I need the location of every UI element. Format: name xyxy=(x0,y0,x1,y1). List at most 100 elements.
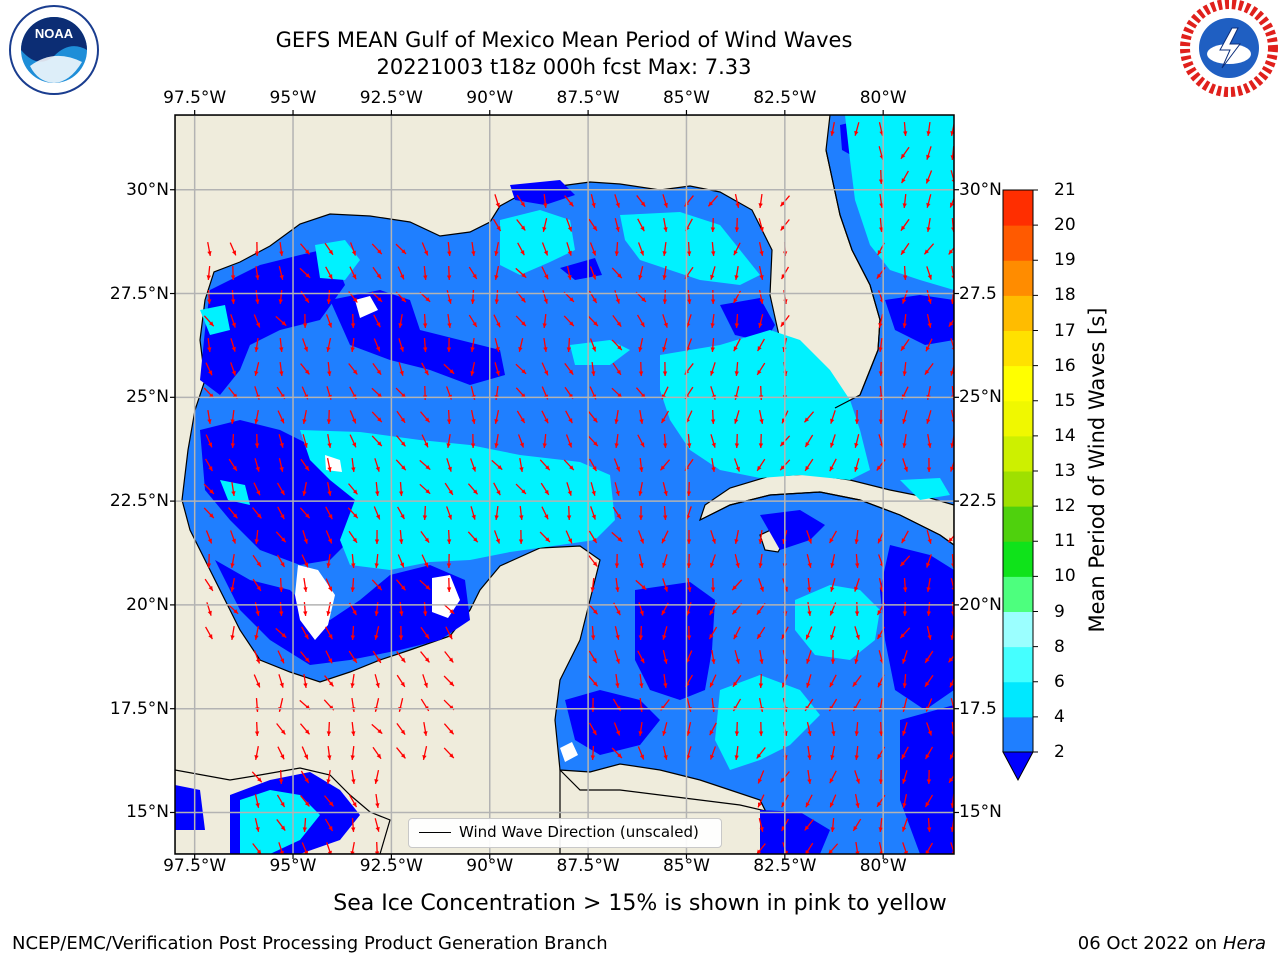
wave-arrow xyxy=(326,289,332,305)
wave-arrow xyxy=(830,410,836,424)
wave-arrow xyxy=(372,650,382,664)
colorbar-tick-label: 6 xyxy=(1054,671,1065,692)
wave-arrow xyxy=(903,121,908,137)
wave-arrow xyxy=(878,817,883,833)
wave-arrow xyxy=(710,577,716,593)
wave-arrow xyxy=(419,483,431,495)
wave-arrow xyxy=(275,315,287,327)
wave-arrow xyxy=(515,483,527,495)
wave-arrow xyxy=(419,411,431,423)
lon-label-top: 95°W xyxy=(269,88,317,108)
wave-arrow xyxy=(276,794,286,808)
wave-arrow xyxy=(467,531,479,543)
wave-arrow xyxy=(710,362,716,376)
wave-arrow xyxy=(470,362,476,376)
wave-arrow xyxy=(926,290,932,304)
wave-arrow xyxy=(446,337,452,353)
wave-arrow xyxy=(351,817,356,833)
wave-arrow xyxy=(470,337,475,353)
wave-arrow xyxy=(541,266,549,280)
wave-arrow xyxy=(348,483,358,495)
wave-arrow xyxy=(423,265,428,281)
wave-arrow xyxy=(758,553,763,569)
wave-arrow xyxy=(734,554,740,568)
wave-arrow xyxy=(302,530,308,544)
wave-arrow xyxy=(854,122,860,136)
wave-arrow xyxy=(565,434,573,448)
wave-arrow xyxy=(614,290,620,304)
wave-arrow xyxy=(614,482,620,496)
wave-arrow xyxy=(686,722,692,736)
wave-arrow xyxy=(878,169,884,185)
wave-arrow xyxy=(420,651,430,663)
wave-arrow xyxy=(302,482,307,496)
wave-arrow xyxy=(829,794,837,808)
wave-arrow xyxy=(901,530,909,544)
wave-arrow xyxy=(299,723,311,735)
wave-arrow xyxy=(443,723,455,735)
wave-arrow xyxy=(276,482,286,496)
wave-arrow xyxy=(516,219,526,231)
wave-arrow xyxy=(447,241,452,257)
wave-arrow xyxy=(278,458,284,472)
wave-arrow xyxy=(709,674,717,688)
wave-arrow xyxy=(902,290,908,304)
wave-arrow xyxy=(299,507,311,519)
wave-arrow xyxy=(446,577,452,593)
wave-arrow xyxy=(375,481,380,497)
wave-arrow xyxy=(420,530,430,544)
wave-arrow xyxy=(924,362,934,376)
wave-arrow xyxy=(446,506,452,520)
wave-arrow xyxy=(638,266,644,280)
wave-arrow xyxy=(230,362,236,376)
wave-arrow xyxy=(804,819,814,831)
wave-arrow xyxy=(446,290,452,304)
wave-arrow xyxy=(926,217,931,233)
wave-arrow xyxy=(350,337,355,353)
wave-arrow xyxy=(565,410,573,424)
wave-arrow xyxy=(901,170,909,184)
wave-arrow xyxy=(878,769,884,785)
wave-arrow xyxy=(636,314,646,328)
wave-arrow xyxy=(759,649,764,665)
wave-arrow xyxy=(613,722,621,736)
wave-arrow xyxy=(615,673,620,689)
wave-arrow xyxy=(515,267,527,279)
wave-arrow xyxy=(422,674,428,688)
wave-arrow xyxy=(350,673,355,689)
wave-arrow xyxy=(422,505,428,521)
wave-arrow xyxy=(637,650,645,664)
wave-arrow xyxy=(253,314,261,328)
wave-arrow xyxy=(686,553,692,569)
wave-arrow xyxy=(925,170,933,184)
wave-arrow xyxy=(854,650,860,664)
wave-arrow xyxy=(614,194,620,208)
wave-arrow xyxy=(325,626,333,640)
wave-arrow xyxy=(494,194,500,208)
wave-arrow xyxy=(254,362,260,376)
wave-arrow xyxy=(830,578,836,592)
wave-arrow xyxy=(351,769,356,785)
chart-title: GEFS MEAN Gulf of Mexico Mean Period of … xyxy=(275,28,853,52)
wave-arrow xyxy=(734,217,740,233)
lon-label-top: 85°W xyxy=(662,88,710,108)
wave-arrow xyxy=(350,625,356,641)
footer-date-text: 06 Oct 2022 on xyxy=(1077,933,1223,954)
lat-label-left: 25°N xyxy=(126,387,169,408)
wave-arrow xyxy=(734,458,740,472)
wave-arrow xyxy=(351,457,356,473)
wave-arrow xyxy=(423,721,428,737)
wave-arrow xyxy=(326,721,332,737)
wave-arrow xyxy=(253,482,261,496)
wave-arrow xyxy=(564,363,574,375)
wave-arrow xyxy=(612,315,622,327)
wave-arrow xyxy=(710,313,715,329)
colorbar-segment xyxy=(1003,506,1033,542)
wave-arrow xyxy=(734,721,740,737)
lat-label-left: 17.5°N xyxy=(109,698,169,719)
wave-arrow xyxy=(399,529,404,545)
lon-label-bottom: 80°W xyxy=(859,856,907,876)
wave-arrow xyxy=(639,673,644,689)
wave-arrow xyxy=(303,673,308,689)
colorbar-tick-label: 13 xyxy=(1054,461,1076,481)
